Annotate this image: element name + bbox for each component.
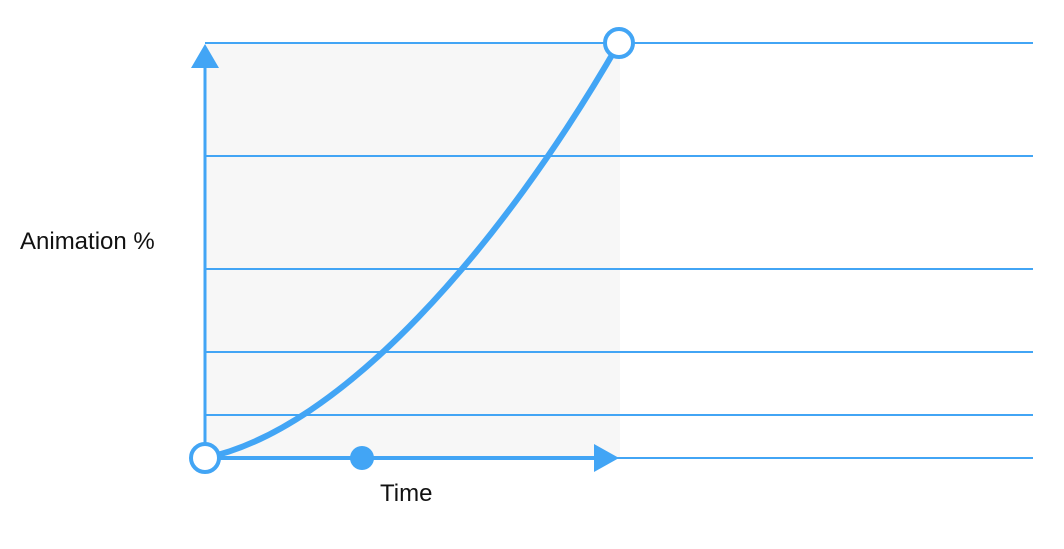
curve-start-marker bbox=[189, 442, 221, 474]
easing-curve bbox=[202, 40, 622, 461]
y-axis-label: Animation % bbox=[20, 228, 155, 255]
time-progress-marker bbox=[350, 446, 374, 470]
curve-end-marker bbox=[603, 27, 635, 59]
x-axis-label: Time bbox=[380, 480, 433, 507]
shaded-duration-region bbox=[205, 43, 620, 458]
y-axis-arrowhead bbox=[191, 44, 219, 68]
x-axis-arrowhead bbox=[594, 444, 619, 472]
